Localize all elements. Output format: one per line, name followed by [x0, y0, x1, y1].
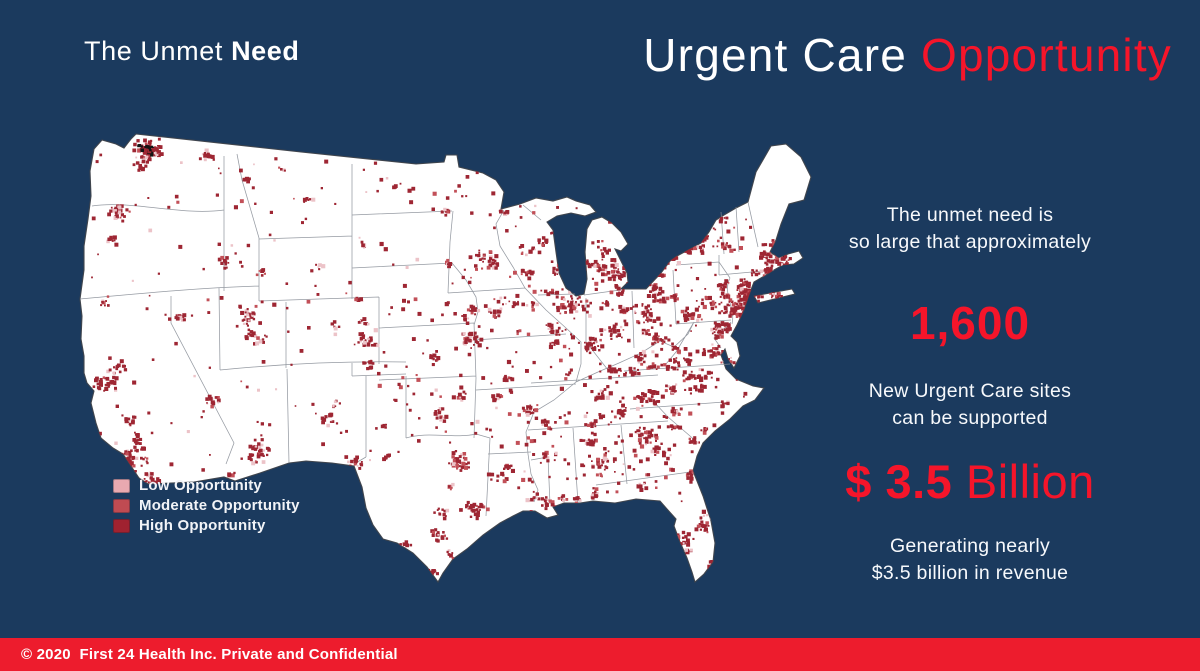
sites-number: 1,600: [909, 297, 1031, 349]
high-opportunity-swatch: [113, 518, 130, 533]
slide-headline: Urgent Care Opportunity: [643, 28, 1172, 82]
revenue-number-light: Billion: [952, 455, 1095, 508]
legend-label: High Opportunity: [139, 517, 266, 534]
legend-label: Low Opportunity: [139, 477, 262, 494]
stats-column: The unmet need is so large that approxim…: [803, 202, 1137, 587]
stat-intro-line1: The unmet need is: [886, 204, 1054, 226]
title-left-regular: The Unmet: [84, 36, 232, 66]
us-map-svg: [79, 133, 812, 584]
legend-item-low: Low Opportunity: [113, 477, 300, 494]
revenue-number-bold: $ 3.5: [845, 455, 953, 508]
revenue-number: $ 3.5 Billion: [803, 454, 1137, 509]
stat-sites-line2: can be supported: [892, 407, 1048, 429]
legend-item-high: High Opportunity: [113, 517, 300, 534]
headline-red: Opportunity: [921, 29, 1172, 81]
page-title: The Unmet Need: [84, 36, 300, 67]
map-legend: Low Opportunity Moderate Opportunity Hig…: [113, 477, 300, 537]
legend-label: Moderate Opportunity: [139, 497, 300, 514]
headline-white: Urgent Care: [643, 29, 921, 81]
title-left-bold: Need: [231, 36, 300, 66]
low-opportunity-swatch: [113, 478, 130, 493]
legend-item-moderate: Moderate Opportunity: [113, 497, 300, 514]
stat-sites: New Urgent Care sites can be supported: [803, 378, 1137, 432]
footer-bar: © 2020 First 24 Health Inc. Private and …: [0, 638, 1200, 671]
stat-intro-line2: so large that approximately: [848, 231, 1092, 253]
stat-intro: The unmet need is so large that approxim…: [803, 202, 1137, 256]
stat-revenue-line1: Generating nearly: [889, 535, 1051, 557]
stat-revenue: Generating nearly $3.5 billion in revenu…: [803, 533, 1137, 587]
footer-copyright: © 2020 First 24 Health Inc. Private and …: [21, 646, 398, 663]
long-island-outline: [753, 288, 796, 304]
moderate-opportunity-swatch: [113, 498, 130, 513]
stat-sites-line1: New Urgent Care sites: [868, 380, 1072, 402]
us-opportunity-map: [76, 112, 836, 632]
opportunity-dots: [88, 137, 792, 576]
stat-revenue-line2: $3.5 billion in revenue: [871, 562, 1069, 584]
